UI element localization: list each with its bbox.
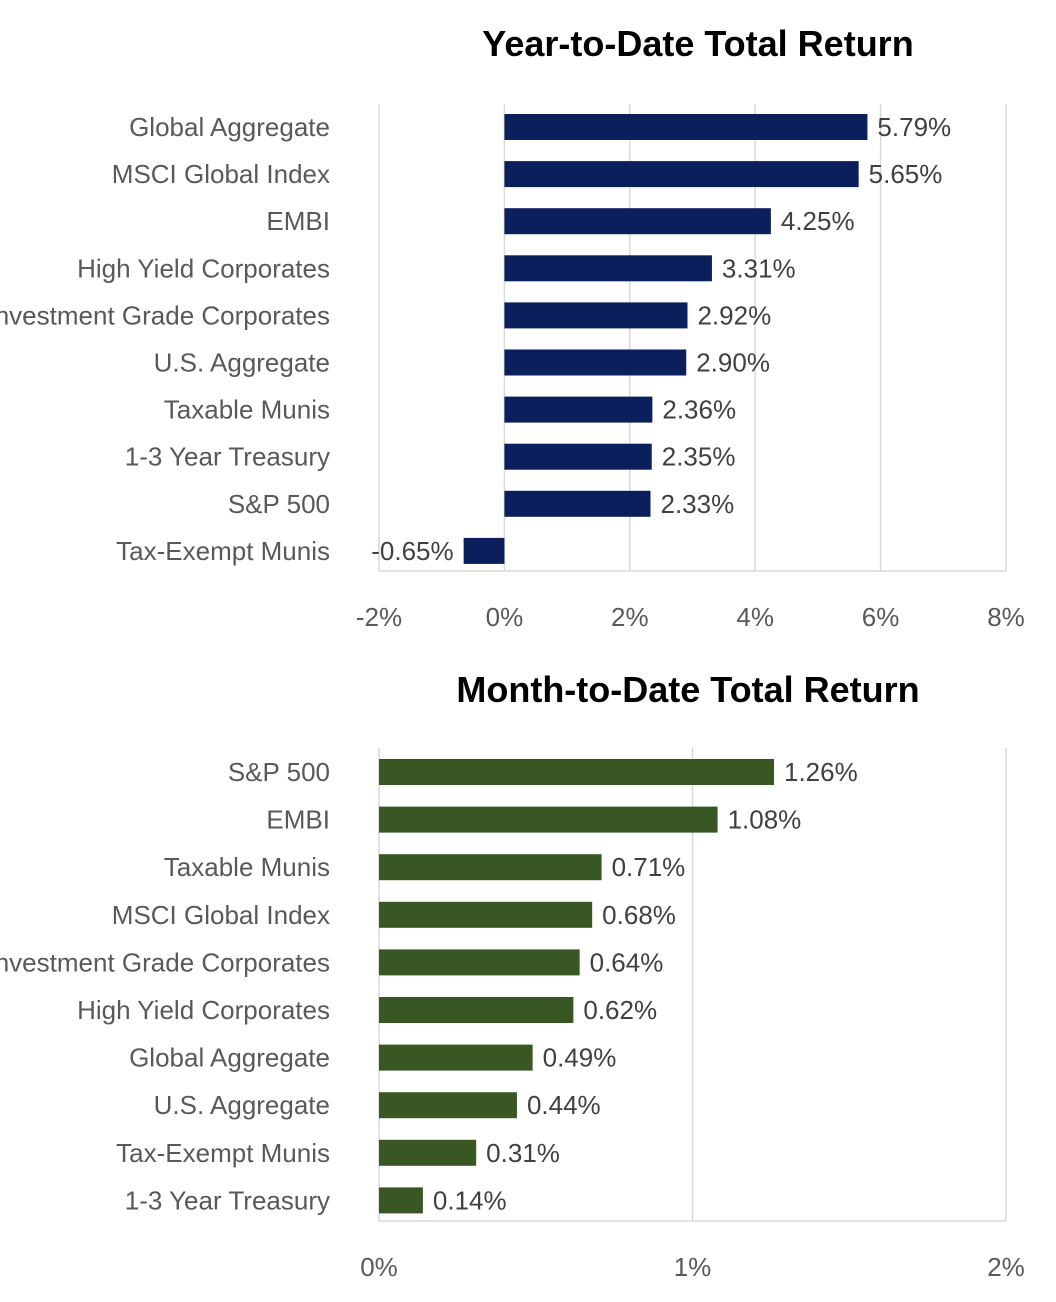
mtd-category-label: S&P 500: [228, 757, 330, 787]
ytd-bar: [504, 208, 771, 235]
ytd-data-label: 4.25%: [781, 206, 855, 236]
ytd-category-label: High Yield Corporates: [77, 253, 330, 283]
ytd-bar: [504, 443, 652, 470]
ytd-category-label: Investment Grade Corporates: [0, 300, 330, 330]
mtd-data-label: 0.64%: [590, 947, 664, 977]
mtd-data-label: 0.31%: [486, 1138, 560, 1168]
ytd-data-label: 3.31%: [722, 253, 796, 283]
ytd-data-label: 5.65%: [869, 159, 943, 189]
mtd-x-tick-label: 1%: [674, 1252, 712, 1282]
mtd-bar: [379, 901, 593, 928]
mtd-bar: [379, 1139, 477, 1166]
mtd-data-label: 0.62%: [583, 995, 657, 1025]
mtd-bar: [379, 949, 580, 976]
mtd-data-label: 0.68%: [602, 900, 676, 930]
mtd-bar: [379, 997, 574, 1023]
mtd-x-tick-label: 2%: [987, 1252, 1025, 1282]
mtd-category-label: EMBI: [266, 805, 330, 835]
mtd-chart-title: Month-to-Date Total Return: [456, 669, 919, 710]
ytd-data-label: 2.35%: [662, 442, 736, 472]
ytd-data-label: 5.79%: [877, 112, 951, 142]
ytd-data-label: 2.36%: [662, 395, 736, 425]
ytd-category-label: Taxable Munis: [164, 395, 330, 425]
ytd-x-tick-label: 4%: [736, 602, 774, 632]
mtd-category-label: 1-3 Year Treasury: [125, 1185, 330, 1215]
ytd-category-label: MSCI Global Index: [112, 159, 330, 189]
ytd-data-label: -0.65%: [371, 536, 453, 566]
ytd-data-label: 2.33%: [660, 489, 734, 519]
mtd-data-label: 0.14%: [433, 1185, 507, 1215]
mtd-category-label: U.S. Aggregate: [154, 1090, 330, 1120]
ytd-bar: [504, 396, 653, 423]
ytd-bar: [504, 349, 687, 376]
mtd-category-label: Taxable Munis: [164, 852, 330, 882]
mtd-x-tick-label: 0%: [360, 1252, 398, 1282]
mtd-category-label: MSCI Global Index: [112, 900, 330, 930]
ytd-category-label: 1-3 Year Treasury: [125, 442, 330, 472]
mtd-bar: [379, 806, 718, 833]
mtd-data-label: 0.71%: [612, 852, 686, 882]
ytd-category-label: Tax-Exempt Munis: [116, 536, 330, 566]
ytd-category-label: U.S. Aggregate: [154, 348, 330, 378]
mtd-category-label: Global Aggregate: [129, 1043, 330, 1073]
mtd-data-label: 1.26%: [784, 757, 858, 787]
mtd-bar: [379, 854, 602, 881]
mtd-bar: [379, 759, 775, 785]
ytd-chart-title: Year-to-Date Total Return: [482, 23, 913, 64]
ytd-data-label: 2.90%: [696, 348, 770, 378]
ytd-bar: [463, 537, 505, 564]
ytd-bar: [504, 490, 651, 517]
mtd-bar: [379, 1092, 517, 1119]
ytd-category-label: Global Aggregate: [129, 112, 330, 142]
mtd-bar: [379, 1044, 533, 1071]
mtd-category-label: Investment Grade Corporates: [0, 947, 330, 977]
mtd-data-label: 0.49%: [543, 1043, 617, 1073]
ytd-x-tick-label: 2%: [611, 602, 649, 632]
ytd-bar: [504, 114, 868, 140]
ytd-data-label: 2.92%: [697, 300, 771, 330]
ytd-category-label: EMBI: [266, 206, 330, 236]
mtd-data-label: 1.08%: [728, 805, 802, 835]
ytd-bar: [504, 255, 712, 282]
ytd-bar: [504, 161, 859, 188]
ytd-category-label: S&P 500: [228, 489, 330, 519]
ytd-x-tick-label: 8%: [987, 602, 1025, 632]
mtd-data-label: 0.44%: [527, 1090, 601, 1120]
mtd-category-label: High Yield Corporates: [77, 995, 330, 1025]
mtd-chart: Month-to-Date Total Return 0% 1% 2% S&P 500…: [0, 669, 1025, 1282]
ytd-x-tick-label: -2%: [356, 602, 402, 632]
mtd-bar: [379, 1187, 423, 1214]
ytd-bar: [504, 302, 688, 329]
mtd-category-label: Tax-Exempt Munis: [116, 1138, 330, 1168]
ytd-x-tick-label: 0%: [486, 602, 524, 632]
ytd-chart: Year-to-Date Total Return -2% 0% 2% 4% 6% 8% G…: [0, 23, 1025, 632]
ytd-x-tick-label: 6%: [862, 602, 900, 632]
